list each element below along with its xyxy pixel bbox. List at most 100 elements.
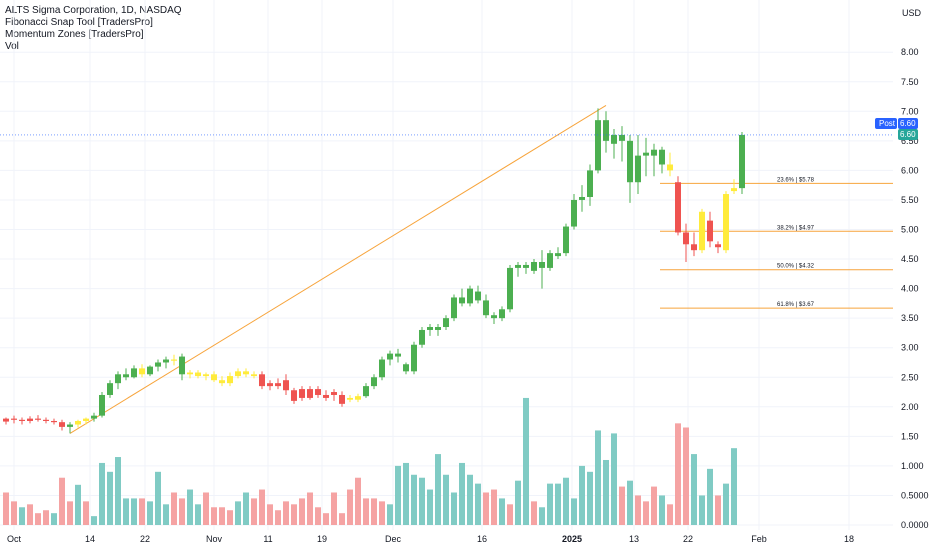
candle-body bbox=[539, 262, 545, 268]
volume-bar bbox=[235, 501, 241, 525]
candle-body bbox=[227, 376, 233, 384]
candle-body bbox=[403, 364, 409, 372]
volume-bar bbox=[115, 457, 121, 525]
y-tick-label: 3.00 bbox=[901, 343, 919, 353]
volume-bar bbox=[187, 489, 193, 525]
volume-bar bbox=[691, 454, 697, 525]
indicator-volume[interactable]: Vol bbox=[5, 41, 19, 52]
volume-bar bbox=[411, 474, 417, 525]
volume-bar bbox=[539, 507, 545, 525]
candle-body bbox=[395, 353, 401, 357]
candle-body bbox=[251, 374, 257, 377]
post-tag-label: Post bbox=[879, 119, 896, 128]
x-tick-label: 2025 bbox=[562, 534, 582, 544]
candle-body bbox=[603, 120, 609, 141]
candle-body bbox=[195, 372, 201, 377]
candle-body bbox=[123, 374, 129, 378]
volume-bar bbox=[475, 483, 481, 525]
time-axis[interactable]: Oct 14 22 Nov 11 19 Dec 16 2025 13 22 Feb 18 bbox=[7, 534, 854, 544]
volume-bar bbox=[579, 465, 585, 525]
chart-legend: ALTS Sigma Corporation, 1D, NASDAQ Fibon… bbox=[5, 5, 182, 53]
indicator-momentum[interactable]: Momentum Zones [TradersPro] bbox=[5, 29, 144, 40]
candle-body bbox=[491, 315, 497, 319]
price-axis[interactable]: USD 0.0000 0.5000 1.000 1.50 2.00 2.50 3.00 3.5… bbox=[901, 8, 929, 530]
candle-body bbox=[11, 418, 17, 420]
candle-body bbox=[243, 371, 249, 375]
y-tick-label: 1.50 bbox=[901, 431, 919, 441]
volume-bar bbox=[107, 471, 113, 525]
candle-body bbox=[555, 253, 561, 257]
candle-body bbox=[435, 327, 441, 330]
x-tick-label: Oct bbox=[7, 534, 22, 544]
y-tick-label: 4.50 bbox=[901, 254, 919, 264]
candle-body bbox=[99, 394, 105, 416]
candle-body bbox=[443, 318, 449, 328]
x-tick-label: Dec bbox=[385, 534, 402, 544]
y-tick-label: 8.00 bbox=[901, 47, 919, 57]
candle-body bbox=[219, 380, 225, 384]
candle-body bbox=[483, 300, 489, 316]
fib-level-label: 50.0% | $4.32 bbox=[777, 264, 815, 270]
volume-bar bbox=[139, 498, 145, 525]
candle-body bbox=[51, 420, 57, 423]
y-tick-label: 1.000 bbox=[901, 461, 924, 471]
candle-body bbox=[299, 389, 305, 398]
x-tick-label: 13 bbox=[629, 534, 639, 544]
candle-body bbox=[35, 418, 41, 420]
volume-bar bbox=[563, 477, 569, 525]
last-tag-value: 6.60 bbox=[900, 130, 916, 139]
volume-bar bbox=[715, 495, 721, 525]
symbol-title[interactable]: ALTS Sigma Corporation, 1D, NASDAQ bbox=[5, 5, 182, 16]
volume-bar bbox=[11, 501, 17, 525]
candle-body bbox=[507, 267, 513, 310]
candle-body bbox=[107, 383, 113, 395]
volume-bar bbox=[275, 510, 281, 525]
price-tags: Post 6.60 6.60 bbox=[875, 118, 918, 140]
candle-body bbox=[43, 419, 49, 421]
y-tick-label: 7.50 bbox=[901, 77, 919, 87]
volume-bar bbox=[627, 480, 633, 525]
candle-body bbox=[699, 211, 705, 251]
volume-bar bbox=[427, 489, 433, 525]
candle-body bbox=[27, 418, 33, 421]
candle-body bbox=[211, 374, 217, 381]
candle-body bbox=[451, 297, 457, 319]
candle-body bbox=[171, 359, 177, 361]
volume-bar bbox=[451, 492, 457, 525]
candle-body bbox=[379, 359, 385, 378]
volume-bar bbox=[171, 492, 177, 525]
indicator-fibonacci[interactable]: Fibonacci Snap Tool [TradersPro] bbox=[5, 17, 153, 28]
y-tick-label: 5.50 bbox=[901, 195, 919, 205]
volume-bar bbox=[147, 501, 153, 525]
volume-bar bbox=[419, 477, 425, 525]
volume-bar bbox=[195, 504, 201, 525]
candle-body bbox=[155, 362, 161, 367]
volume-bar bbox=[483, 492, 489, 525]
candle-body bbox=[355, 396, 361, 400]
candle-body bbox=[627, 140, 633, 183]
candle-body bbox=[347, 397, 353, 400]
volume-bar bbox=[707, 468, 713, 525]
candle-body bbox=[683, 232, 689, 245]
candle-body bbox=[3, 418, 9, 422]
candle-body bbox=[531, 262, 537, 271]
volume-bar bbox=[43, 510, 49, 525]
candle-body bbox=[659, 149, 665, 165]
x-tick-label: 22 bbox=[140, 534, 150, 544]
candle-body bbox=[595, 120, 601, 171]
candle-body bbox=[427, 327, 433, 330]
volume-bar bbox=[99, 462, 105, 525]
volume-bar bbox=[243, 492, 249, 525]
y-tick-label: 4.00 bbox=[901, 284, 919, 294]
volume-bar bbox=[59, 477, 65, 525]
y-tick-label: 2.50 bbox=[901, 372, 919, 382]
volume-bar bbox=[619, 486, 625, 525]
volume-bar bbox=[51, 513, 57, 525]
candle-body bbox=[267, 383, 273, 387]
candle-body bbox=[371, 377, 377, 387]
volume-bar bbox=[659, 495, 665, 525]
candle-body bbox=[131, 368, 137, 378]
volume-bar bbox=[347, 489, 353, 525]
currency-label: USD bbox=[902, 8, 922, 18]
